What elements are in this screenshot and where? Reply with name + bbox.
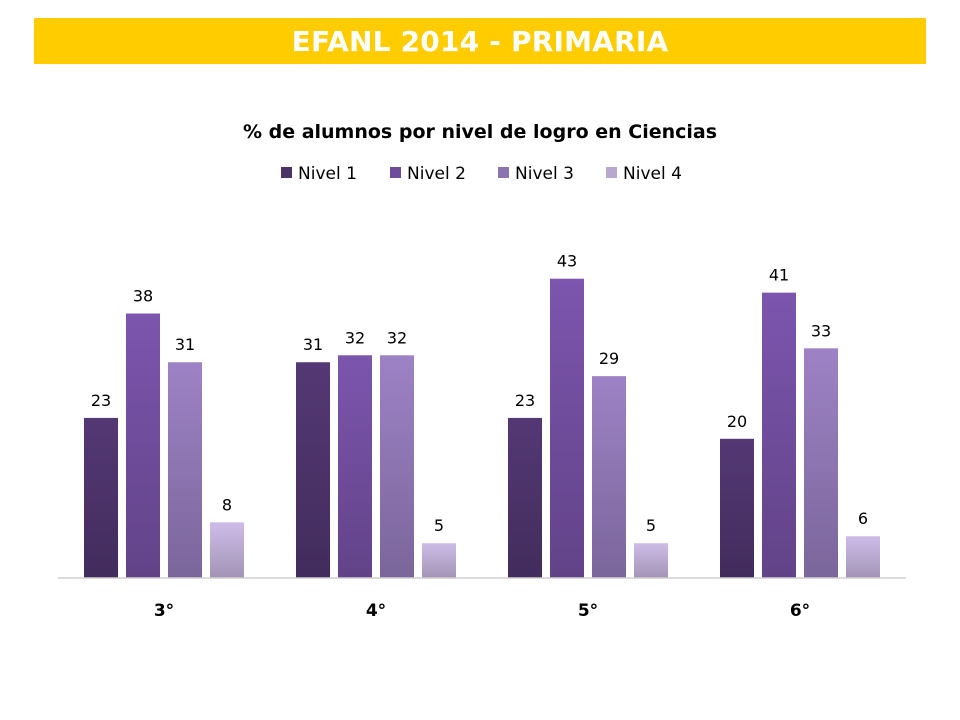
chart-legend: Nivel 1 Nivel 2 Nivel 3 Nivel 4 [281, 164, 682, 184]
legend-swatch-2 [390, 167, 401, 178]
chart-title: % de alumnos por nivel de logro en Cienc… [243, 121, 717, 143]
legend-label-4: Nivel 4 [623, 164, 682, 184]
legend-swatch-1 [281, 167, 292, 178]
legend-swatch-3 [498, 167, 509, 178]
legend-label-3: Nivel 3 [515, 164, 574, 184]
bar-3-4 [804, 348, 838, 578]
data-label-4-1: 8 [222, 495, 232, 514]
data-label-1-1: 23 [91, 391, 111, 410]
header-banner: EFANL 2014 - PRIMARIA [34, 18, 926, 64]
legend-swatch-4 [606, 167, 617, 178]
x-tick-label: 6° [790, 601, 810, 621]
chart-bars: 23 38 31 8 31 32 32 5 23 43 29 5 20 41 33 6 [84, 252, 880, 578]
data-label-2-4: 41 [769, 266, 789, 285]
bar-3-1 [168, 362, 202, 578]
bar-1-4 [720, 438, 754, 578]
bar-2-3 [550, 278, 584, 578]
data-label-1-4: 20 [727, 412, 747, 431]
data-label-3-2: 32 [387, 328, 407, 347]
page-title: EFANL 2014 - PRIMARIA [291, 24, 669, 58]
legend-label-1: Nivel 1 [298, 164, 357, 184]
bar-4-4 [846, 536, 880, 578]
data-label-2-1: 38 [133, 287, 153, 306]
bar-1-3 [508, 417, 542, 578]
data-label-3-1: 31 [175, 335, 195, 354]
bar-1-1 [84, 417, 118, 578]
bar-1-2 [296, 362, 330, 578]
bar-2-2 [338, 355, 372, 578]
data-label-2-2: 32 [345, 328, 365, 347]
data-label-2-3: 43 [557, 252, 577, 271]
bar-2-1 [126, 313, 160, 578]
x-tick-label: 3° [154, 601, 174, 621]
data-label-4-2: 5 [434, 516, 444, 535]
data-label-4-4: 6 [858, 509, 868, 528]
bar-4-3 [634, 543, 668, 578]
data-label-3-3: 29 [599, 349, 619, 368]
bar-4-1 [210, 522, 244, 578]
bar-4-2 [422, 543, 456, 578]
bar-2-4 [762, 292, 796, 578]
data-label-3-4: 33 [811, 321, 831, 340]
x-tick-label: 5° [578, 601, 598, 621]
x-axis-ticks: 3° 4° 5° 6° [154, 601, 810, 621]
data-label-1-3: 23 [515, 391, 535, 410]
legend-label-2: Nivel 2 [407, 164, 466, 184]
x-tick-label: 4° [366, 601, 386, 621]
data-label-4-3: 5 [646, 516, 656, 535]
bar-3-2 [380, 355, 414, 578]
bar-3-3 [592, 376, 626, 578]
data-label-1-2: 31 [303, 335, 323, 354]
